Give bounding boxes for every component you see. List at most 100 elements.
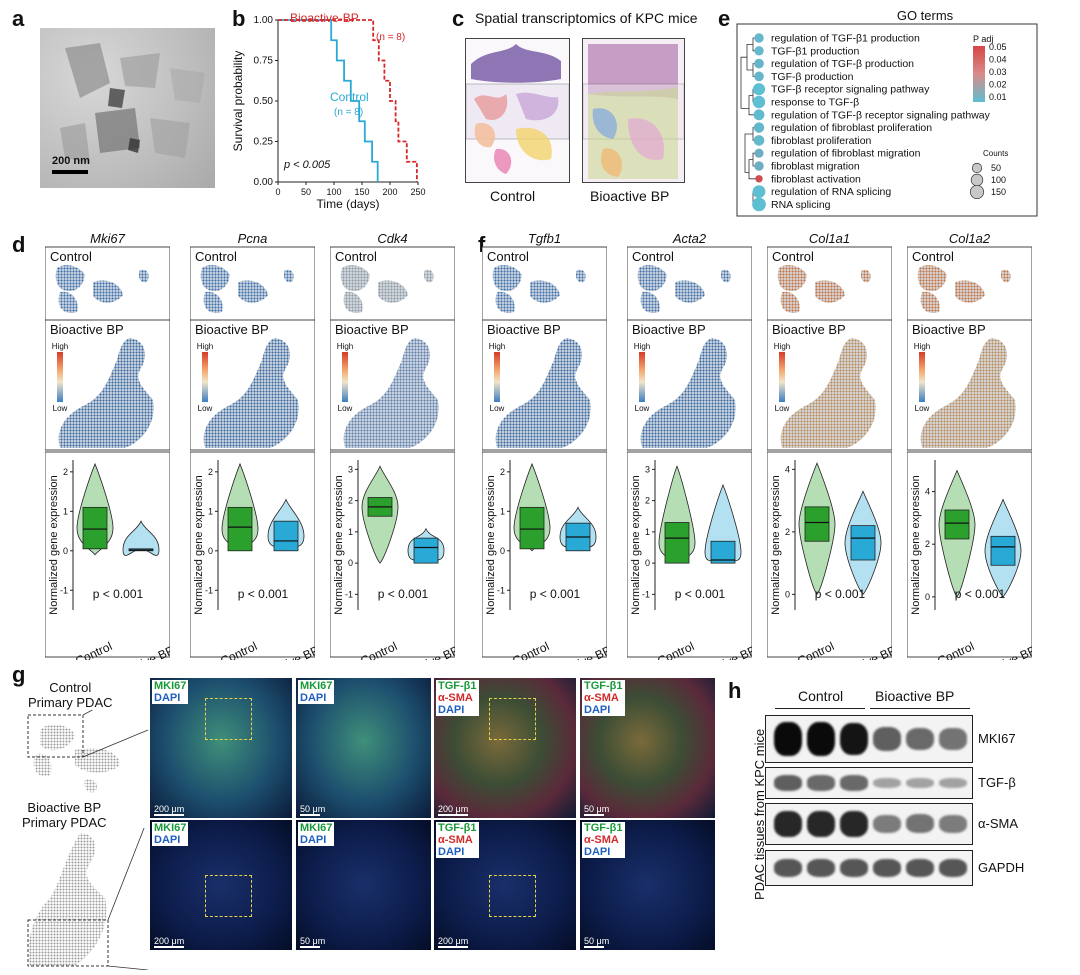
bp-tissue-section [582,38,685,183]
spatial-control-label: Control [335,249,377,264]
wb-band [906,777,934,789]
gene-title: Col1a2 [949,231,991,246]
go-count-tick: 50 [991,163,1001,173]
colorbar-low: Low [915,404,930,413]
spatial-control-map [637,265,731,314]
violin-ytick: 1 [208,506,213,516]
go-count-dot [969,184,985,200]
wb-band [774,810,802,838]
go-term-label: TGF-β production [771,71,854,83]
wb-band [774,858,802,878]
violin-ytick: -1 [497,585,505,595]
h-group-control-line [775,708,865,709]
go-term-label: regulation of TGF-β receptor signaling p… [771,109,991,121]
wb-band [840,775,868,791]
micrograph-scale-label: 200 μm [438,804,469,814]
violin-ytick: -1 [642,589,650,599]
gene-title: Col1a1 [809,231,850,246]
violin-pvalue: p < 0.001 [530,587,581,601]
stain-asma: α-SMA [438,692,473,704]
wb-row-mki67 [765,715,973,763]
go-term-label: RNA splicing [771,199,831,211]
panel-letter-a: a [12,6,25,31]
go-frame [736,23,1038,217]
violin-ytick: 0 [63,546,68,556]
stain-legend: TGF-β1 α-SMA DAPI [582,822,625,858]
violin-ytick: 3 [348,464,353,474]
panel-letter-h: h [728,678,742,703]
wb-band [840,858,868,878]
b-xtick-label: 250 [410,187,425,197]
violin-pvalue: p < 0.001 [955,587,1006,601]
wb-band [774,775,802,791]
spatial-bp-map [640,338,736,448]
colorbar [919,352,925,402]
go-padj-tick: 0.02 [989,80,1007,90]
wb-band [873,858,901,878]
wb-band [840,810,868,838]
violin-ytick: 4 [925,487,930,497]
panel-c-title: Spatial transcriptomics of KPC mice [475,10,698,26]
box-bp [413,537,439,564]
go-term-label: TGF-β receptor signaling pathway [771,84,930,96]
micrograph-scale-bar [154,946,184,948]
go-padj-title: P adj [973,34,993,44]
violin-ytick: 0 [500,546,505,556]
b-pvalue: p < 0.005 [283,159,331,171]
wb-band [873,777,901,789]
b-ytick-label: 0.75 [254,56,274,67]
colorbar-high: High [197,342,213,351]
scale-bar [52,170,88,174]
violin-ytick: -1 [60,585,68,595]
spatial-bp-map [495,338,591,448]
violin-pvalue: p < 0.001 [93,587,144,601]
go-term-label: TGF-β1 production [771,45,859,57]
micrograph-scale-label: 50 μm [300,936,326,946]
h-group-bp: Bioactive BP [875,688,955,704]
go-term-dot [753,135,765,146]
micrograph-bp-mki-50: MKI67 DAPI 50 μm [296,820,431,950]
violin-ylabel: Normalized gene expression [770,475,782,614]
spatial-bp-map [58,338,154,448]
go-term-dot [755,175,763,183]
colorbar-high: High [337,342,353,351]
spatial-bp-map [203,338,299,448]
g-bp-label: Bioactive BP Primary PDAC [22,800,107,830]
colorbar-low: Low [198,404,213,413]
micrograph-scale-label: 200 μm [154,936,185,946]
colorbar-high: High [914,342,930,351]
colorbar [342,352,348,402]
wb-band [873,727,901,751]
wb-row-α-sma [765,803,973,845]
spatial-control-label: Control [912,249,954,264]
stain-dapi: DAPI [154,692,181,704]
stain-mki67: MKI67 [154,680,187,692]
spatial-bp-label: Bioactive BP [487,322,561,337]
b-legend-bp: Bioactive-BP [290,11,359,25]
spatial-bp-label: Bioactive BP [912,322,986,337]
go-padj-tick: 0.03 [989,67,1007,77]
spatial-control-label: Control [195,249,237,264]
stain-dapi: DAPI [300,834,327,846]
wb-band [807,810,835,838]
micrograph-scale-label: 200 μm [438,936,469,946]
go-padj-tick: 0.04 [989,55,1007,65]
g-control-tissue-map [27,710,149,793]
go-padj-tick: 0.05 [989,42,1007,52]
spatial-control-label: Control [487,249,529,264]
micrograph-bp-tgf-50: TGF-β1 α-SMA DAPI 50 μm [580,820,715,950]
panel-letter-d: d [12,232,26,257]
micrograph-scale-bar [300,946,320,948]
h-group-bp-line [870,708,970,709]
tem-nanosheets [60,43,205,163]
b-ytick-label: 0.25 [254,137,274,148]
panel-letter-f: f [478,232,486,257]
go-term-dot [754,71,764,82]
go-term-dot [752,83,766,96]
go-term-dot [753,122,765,133]
colorbar-high: High [634,342,650,351]
wb-band [840,722,868,756]
b-xtick-label: 50 [301,187,311,197]
